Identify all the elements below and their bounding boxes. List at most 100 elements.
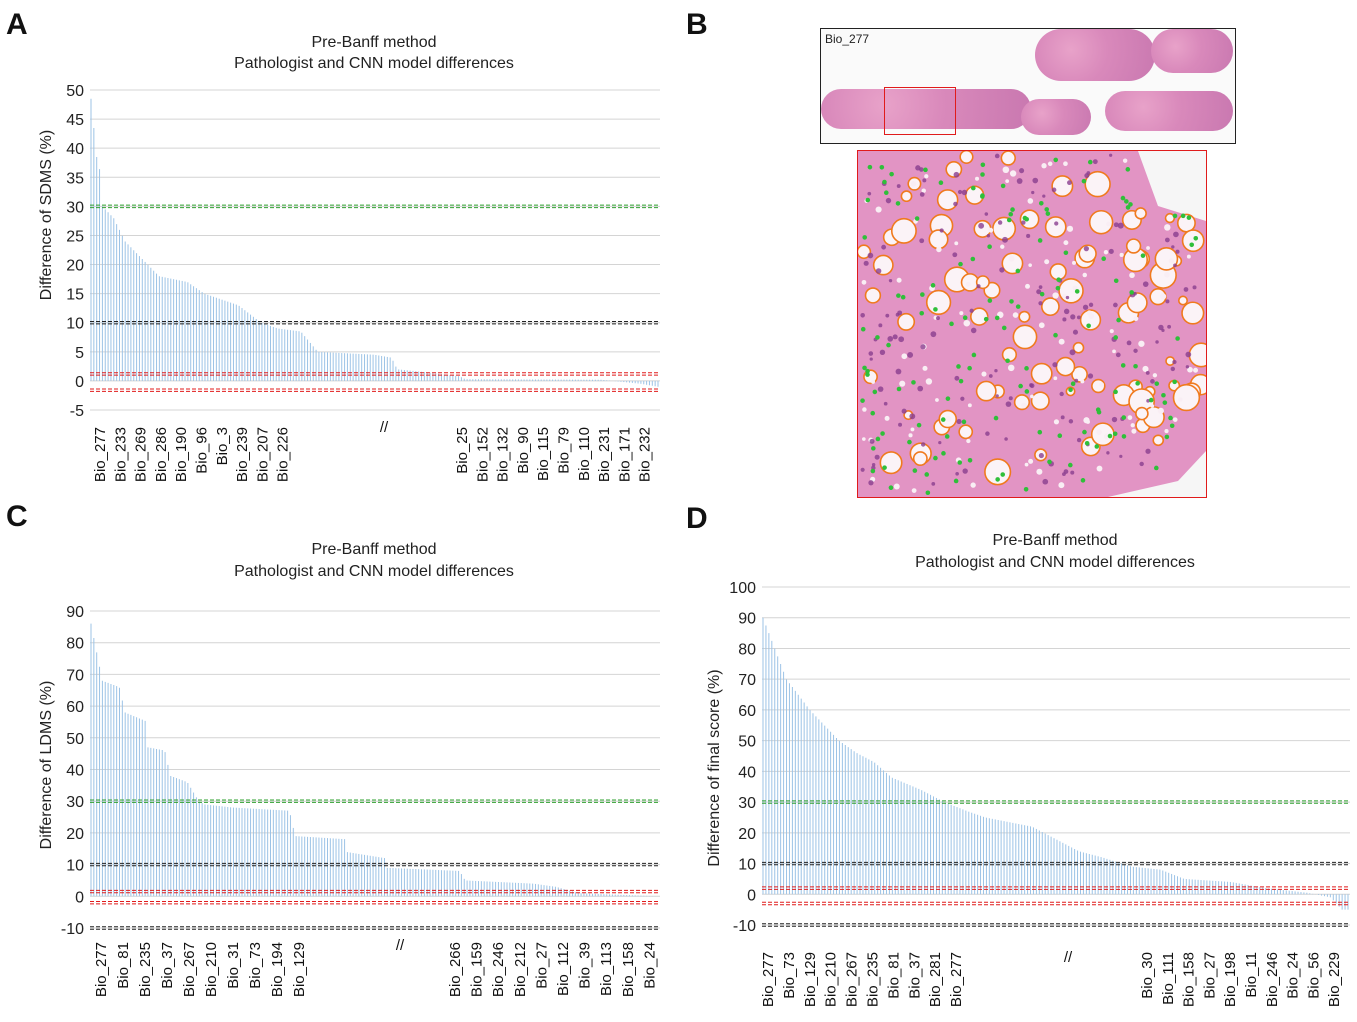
xtick-label: Bio_239 [234,427,251,482]
xtick-label: Bio_90 [515,427,532,474]
nucleus [1083,245,1089,252]
chart-a-yticks: -5 0 5 10 15 20 25 30 35 40 45 50 [66,83,84,420]
nucleus [939,228,944,233]
nucleus [1126,340,1132,346]
small-vacuole [1002,166,1010,174]
nucleus [1067,180,1072,186]
ytick-label: 0 [75,889,84,906]
nucleus [1115,352,1121,358]
green-marker [1162,400,1168,405]
xtick-label: Bio_246 [1264,952,1281,1007]
green-marker [1053,157,1059,163]
nucleus [1170,366,1176,372]
chart-c: Pre-Banff method Pathologist and CNN mod… [38,541,660,997]
chart-d-title-line2: Pathologist and CNN model differences [915,554,1195,571]
small-vacuole [1129,272,1135,279]
ytick-label: 60 [738,703,756,720]
green-marker [1161,392,1166,398]
green-marker [870,468,876,474]
xtick-label: Bio_39 [577,942,594,989]
vacuole [1030,362,1053,385]
vacuole [1181,229,1205,253]
green-marker [862,235,868,240]
green-marker [889,171,894,177]
vacuole [1176,213,1196,233]
small-vacuole [1027,198,1034,204]
chart-a-ylabel: Difference of SDMS (%) [38,130,55,300]
nucleus [962,468,968,474]
green-marker [912,468,918,473]
nucleus [961,189,968,196]
small-vacuole [1036,468,1043,475]
ytick-label: 10 [66,858,84,875]
small-vacuole [1058,338,1065,345]
vacuole [1177,295,1188,306]
nucleus [1070,314,1076,320]
green-marker [1101,256,1107,261]
green-marker [1121,434,1127,439]
small-vacuole [908,433,913,438]
nucleus [1065,295,1070,300]
small-vacuole [1012,312,1019,318]
vacuole [1071,365,1088,383]
small-vacuole [954,241,959,246]
ytick-label: 40 [66,141,84,158]
xtick-label: Bio_194 [269,942,286,997]
green-marker [995,477,1000,482]
green-marker [1070,381,1076,387]
vacuole [984,458,1012,486]
nucleus [953,201,958,207]
small-vacuole [1052,292,1059,299]
green-marker [1193,236,1199,241]
small-vacuole [1000,244,1005,249]
vacuole [1018,310,1031,323]
green-marker [1045,211,1051,216]
green-marker [865,372,870,377]
ytick-label: 70 [738,672,756,689]
nucleus [930,331,937,338]
xtick-label: Bio_81 [115,942,132,989]
xtick-label: Bio_159 [469,942,486,997]
nucleus [869,357,873,361]
nucleus [1063,308,1070,315]
ytick-label: 45 [66,112,84,129]
small-vacuole [1142,365,1149,373]
green-marker [875,335,880,340]
chart-d-axis-break: // [1064,949,1073,966]
chart-c-reference-lines [90,799,660,930]
nucleus [1086,171,1091,175]
green-marker [1047,459,1052,465]
nucleus [1072,329,1079,335]
green-marker [896,293,901,298]
panel-letter-b: B [686,8,708,41]
nucleus [877,386,884,392]
nucleus [920,344,926,350]
nucleus [920,442,926,447]
chart-a-axis-break: // [380,419,389,436]
slide-overview-label: Bio_277 [825,32,870,46]
vacuole [1164,212,1176,224]
nucleus [1164,237,1170,243]
green-marker [867,164,873,170]
green-marker [1006,217,1012,223]
nucleus [1155,340,1159,344]
panel-letter-d: D [686,502,708,535]
vacuole [1051,175,1074,198]
small-vacuole [1138,340,1145,347]
small-vacuole [1063,161,1068,167]
chart-c-ylabel: Difference of LDMS (%) [38,681,55,850]
green-marker [883,190,889,196]
vacuole [1000,151,1016,166]
nucleus [1074,378,1079,383]
green-marker [1001,325,1007,331]
small-vacuole [975,176,980,181]
green-marker [1039,291,1045,297]
green-marker [882,179,887,185]
green-marker [862,365,867,371]
green-marker [872,389,878,395]
small-vacuole [899,380,906,387]
small-vacuole [963,319,971,327]
small-vacuole [1146,246,1150,250]
chart-a: Pre-Banff method Pathologist and CNN mod… [38,34,660,482]
green-marker [882,465,887,470]
